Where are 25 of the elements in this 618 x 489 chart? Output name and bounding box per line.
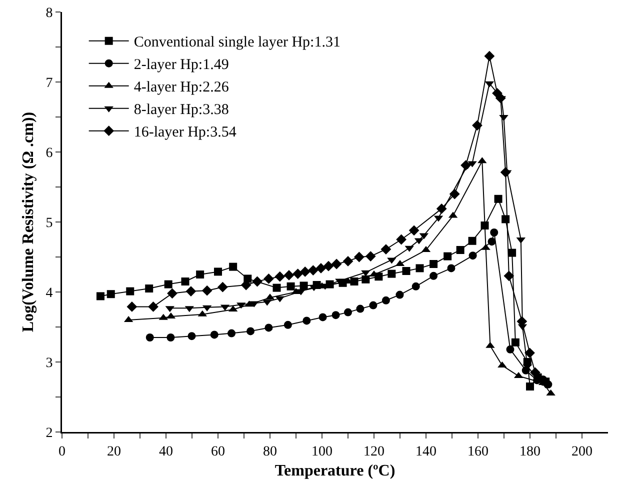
x-tick-label: 80 (263, 444, 277, 460)
x-tick-label: 20 (107, 444, 121, 460)
y-tick-label: 3 (46, 356, 53, 371)
legend-label: 2-layer Hp:1.49 (134, 57, 229, 74)
y-axis-title: Log(Volume Resistivity (Ω .cm)) (20, 112, 37, 332)
y-tick-label: 6 (46, 146, 53, 161)
y-tick-label: 8 (46, 6, 53, 21)
legend-label: 8-layer Hp:3.38 (134, 102, 229, 118)
x-tick-label: 40 (159, 444, 173, 460)
x-tick-label: 60 (211, 444, 225, 460)
legend-label: Conventional single layer Hp:1.31 (134, 34, 340, 51)
x-tick-label: 140 (416, 444, 436, 460)
x-tick-label: 100 (312, 444, 332, 460)
legend-label: 4-layer Hp:2.26 (134, 80, 230, 96)
y-tick-label: 4 (46, 286, 53, 301)
y-tick-label: 5 (46, 216, 53, 231)
x-tick-label: 180 (520, 444, 540, 460)
x-tick-label: 0 (58, 444, 66, 460)
x-tick-label: 200 (572, 444, 592, 460)
legend-label: 16-layer Hp:3.54 (134, 124, 237, 141)
x-tick-label: 120 (364, 444, 384, 460)
x-tick-label: 160 (468, 444, 488, 460)
y-tick-label: 7 (46, 76, 53, 91)
y-tick-label: 2 (46, 426, 53, 441)
x-axis-title: Temperature (ºC) (274, 462, 396, 480)
